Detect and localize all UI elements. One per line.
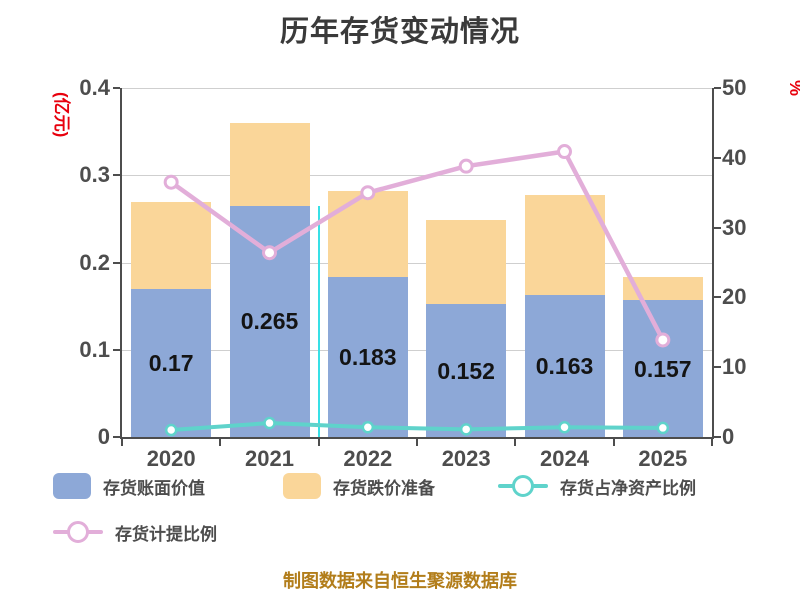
provision-ratio-line [168,149,666,343]
x-axis-tick-mark [121,439,123,446]
provision-ratio-marker-2022[interactable] [360,185,376,201]
x-tick-label-2025: 2025 [638,446,688,471]
legend-swatch-provision [283,473,321,499]
x-axis-tick-mark [711,439,713,446]
bar-provision-2024[interactable] [524,195,605,295]
x-tick-label-2022: 2022 [343,446,393,471]
grid-line [122,262,712,264]
x-tick-label-2020: 2020 [146,446,196,471]
x-axis-line [120,437,714,439]
bar-book-value-2021[interactable] [229,205,310,437]
right-axis-tick-label: 0 [722,424,735,449]
right-axis-tick-label: 40 [722,144,747,170]
x-tick-label-2023: 2023 [441,446,491,471]
bar-provision-2020[interactable] [131,202,212,289]
right-axis-tick-mark [714,366,721,369]
left-axis-tick-mark [113,436,120,438]
right-axis-line [712,88,714,437]
legend-circle-teal [512,475,534,497]
bar-value-label-2020: 0.17 [148,349,194,376]
left-axis-tick-mark [113,261,120,264]
legend-label-provision: 存货跌价准备 [333,478,435,498]
legend-label-net-asset-ratio: 存货占净资产比例 [560,478,696,498]
left-axis-tick-mark [113,174,120,177]
provision-ratio-marker-2021[interactable] [262,245,277,261]
legend-label-provision-ratio: 存货计提比例 [115,524,217,544]
net-asset-ratio-marker-2020[interactable] [164,423,178,437]
right-axis-unit-label: % [785,80,800,96]
legend-label-book-value: 存货账面价值 [103,478,205,498]
bar-provision-2025[interactable] [622,277,703,300]
x-axis-tick-mark [219,439,222,446]
bar-book-value-2022[interactable] [327,277,408,437]
legend-line-circle-marker-pink [53,519,103,545]
bar-provision-2023[interactable] [426,219,507,305]
legend-item-provision[interactable]: 存货跌价准备 [283,473,435,499]
grid-line [122,349,712,351]
bar-provision-2021[interactable] [229,122,310,206]
legend-swatch-book-value [53,473,91,499]
legend-item-book-value[interactable]: 存货账面价值 [53,473,205,499]
x-axis-tick-mark [612,439,615,446]
x-axis-tick-mark [416,439,418,446]
right-axis-tick-label: 20 [722,284,747,310]
right-axis-tick-mark [714,226,721,229]
bar-book-value-2023[interactable] [426,304,507,437]
left-axis-line [120,88,122,437]
net-asset-ratio-marker-2025[interactable] [656,421,670,435]
provision-ratio-marker-2025[interactable] [655,332,671,348]
left-axis-tick-label: 0.4 [79,75,110,100]
right-axis-tick-mark [714,296,721,299]
legend-item-provision-ratio[interactable]: 存货计提比例 [53,519,217,545]
net-asset-ratio-marker-2023[interactable] [459,423,473,436]
net-asset-ratio-line [169,421,665,433]
right-axis-tick-label: 10 [722,354,747,380]
bar-value-label-2024: 0.163 [535,352,594,379]
left-axis-tick-mark [113,348,120,351]
bar-value-label-2025: 0.157 [634,355,692,382]
right-axis-tick-label: 50 [722,75,747,100]
left-axis-tick-label: 0.3 [79,162,110,188]
bar-book-value-2024[interactable] [524,294,605,437]
grid-line [122,88,712,89]
net-asset-ratio-marker-2022[interactable] [361,420,375,434]
legend-item-net-asset-ratio[interactable]: 存货占净资产比例 [498,473,696,499]
x-axis-tick-mark [514,439,517,446]
right-axis-tick-mark [714,436,721,438]
bar-value-label-2022: 0.183 [339,344,397,371]
x-axis-tick-mark [317,439,320,446]
chart-title: 历年存货变动情况 [279,16,520,48]
bar-provision-2022[interactable] [327,190,408,278]
bar-value-label-2021: 0.265 [240,308,299,335]
bar-book-value-2025[interactable] [622,300,703,437]
left-axis-tick-label: 0.2 [79,249,110,275]
x-tick-label-2021: 2021 [245,446,294,471]
bar-book-value-2020[interactable] [131,288,212,437]
grid-line [122,175,712,177]
x-tick-label-2024: 2024 [540,446,589,471]
net-asset-ratio-marker-2021[interactable] [263,416,276,430]
left-axis-tick-label: 0.1 [79,336,110,362]
provision-ratio-marker-2023[interactable] [458,158,474,174]
provision-ratio-marker-2020[interactable] [163,174,179,190]
left-axis-tick-mark [113,87,120,89]
provision-ratio-marker-2024[interactable] [557,144,572,160]
right-axis-tick-mark [714,87,721,89]
legend-circle-pink [67,521,89,543]
right-axis-tick-label: 30 [722,214,747,240]
right-axis-tick-mark [714,156,721,159]
line-series-layer [163,144,671,437]
plot-area: 0.17 0.265 0.183 0.152 0.163 0.157 [122,88,712,437]
net-asset-ratio-marker-2024[interactable] [558,420,571,434]
legend-line-circle-marker-teal [498,473,548,499]
data-source-note: 制图数据来自恒生聚源数据库 [283,571,517,591]
cursor-highlight-line [317,205,320,437]
bar-value-label-2023: 0.152 [437,357,495,384]
left-axis-tick-label: 0 [97,424,110,449]
